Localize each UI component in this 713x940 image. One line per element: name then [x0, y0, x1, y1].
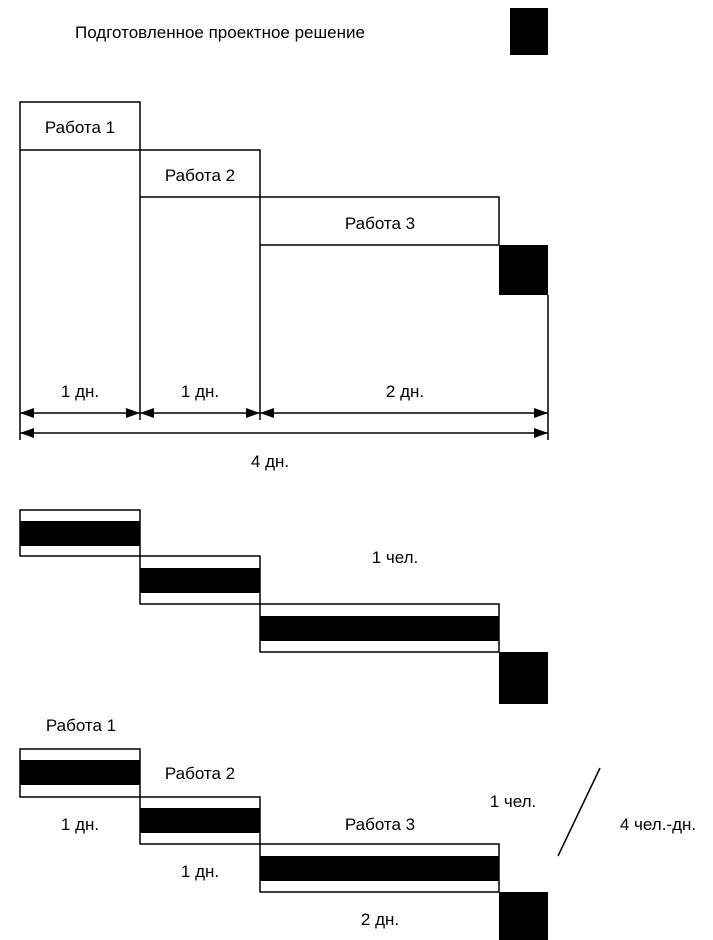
arrow-ta	[20, 428, 34, 438]
task-2-label: Работа 2	[165, 166, 235, 185]
d3-diagonal-separator	[557, 767, 601, 857]
d3-task-2-label: Работа 2	[165, 764, 235, 783]
task-3-box	[259, 196, 500, 246]
task-3-label: Работа 3	[345, 214, 415, 233]
solution-square-3	[499, 892, 548, 940]
d3-task-3-bar	[260, 856, 499, 881]
d3-task-1-label: Работа 1	[46, 716, 116, 735]
arrow-3b	[534, 408, 548, 418]
legend-solution-square	[510, 8, 548, 55]
arrow-3a	[260, 408, 274, 418]
solution-square-2	[499, 652, 548, 704]
d3-task-2-bar	[140, 808, 260, 833]
arrow-1a	[20, 408, 34, 418]
arrow-tb	[534, 428, 548, 438]
task-1-label: Работа 1	[45, 118, 115, 137]
d3-effort-label: 4 чел.-дн.	[620, 815, 696, 834]
duration-3-label: 2 дн.	[386, 382, 424, 401]
solution-square-1	[499, 245, 548, 295]
d3-workers-label: 1 чел.	[490, 792, 537, 811]
diagram-2	[19, 509, 548, 704]
arrowheads-1	[20, 408, 548, 438]
task-1-box	[19, 101, 141, 151]
d3-duration-2-label: 1 дн.	[181, 862, 219, 881]
d2-workers-label: 1 чел.	[372, 548, 419, 567]
diagram-1	[19, 101, 549, 440]
arrow-1b	[126, 408, 140, 418]
diagram-3	[19, 748, 601, 940]
duration-1-label: 1 дн.	[61, 382, 99, 401]
arrow-2b	[246, 408, 260, 418]
d3-task-1-bar	[20, 760, 140, 785]
duration-2-label: 1 дн.	[181, 382, 219, 401]
d3-duration-3-label: 2 дн.	[361, 910, 399, 929]
legend-label: Подготовленное проектное решение	[75, 23, 365, 42]
d3-task-3-label: Работа 3	[345, 815, 415, 834]
d2-task-1-bar	[20, 521, 140, 546]
total-duration-label: 4 дн.	[251, 452, 289, 471]
d2-task-3-bar	[260, 616, 499, 641]
task-2-box	[139, 149, 261, 198]
d3-duration-1-label: 1 дн.	[61, 815, 99, 834]
arrow-2a	[140, 408, 154, 418]
d2-task-2-bar	[140, 568, 260, 593]
